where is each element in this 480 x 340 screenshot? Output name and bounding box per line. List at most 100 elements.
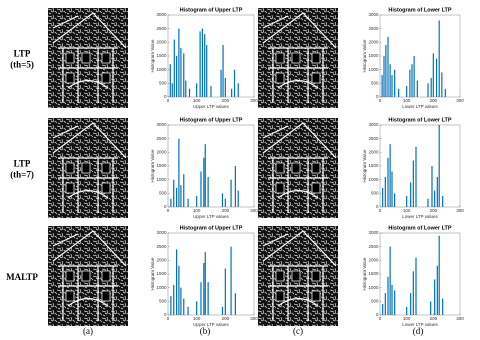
row-label: (th=5)	[10, 60, 34, 70]
histogram-spike	[406, 306, 408, 315]
row-label: (th=7)	[10, 170, 34, 180]
histogram-spike	[188, 88, 191, 97]
x-tick-label: 200	[430, 208, 438, 213]
histogram-spike	[382, 304, 384, 315]
x-tick-label: 100	[193, 98, 201, 103]
histogram-spike	[200, 171, 202, 207]
histogram-spike	[389, 246, 391, 315]
histogram-spike	[234, 166, 236, 207]
x-tick-label: 100	[403, 98, 411, 103]
histogram-spike	[406, 196, 408, 207]
y-tick-label: 1000	[368, 285, 379, 290]
histogram-spike	[176, 249, 178, 315]
plot-area	[379, 124, 461, 208]
histogram-spike	[224, 268, 226, 315]
histogram-spike	[442, 196, 444, 207]
histogram-spike	[183, 174, 185, 207]
y-tick-label: 1000	[156, 285, 167, 290]
y-tick-label: 1000	[156, 177, 167, 182]
y-tick-label: 3000	[156, 230, 167, 235]
y-axis-label: Histogram Value	[150, 39, 155, 72]
histogram-spike	[387, 36, 389, 97]
histogram-spike	[230, 246, 232, 315]
y-axis-label: Histogram Value	[150, 149, 155, 182]
y-tick-label: 500	[371, 191, 379, 196]
histogram-spike	[231, 88, 233, 97]
histogram-spike	[383, 56, 385, 97]
y-tick-label: 0	[164, 94, 167, 99]
histogram-spike	[171, 83, 173, 97]
histogram-spike	[187, 306, 189, 315]
histogram-spike	[201, 28, 203, 98]
x-axis-label: Lower LTP values	[402, 104, 438, 109]
histogram-spike	[381, 75, 383, 97]
histogram-spike	[385, 45, 387, 97]
histogram-spike	[436, 265, 438, 315]
histogram-spike	[237, 83, 239, 97]
histogram-spike	[427, 83, 429, 97]
histogram-spike	[221, 193, 224, 207]
y-axis-label: Histogram Value	[362, 257, 367, 290]
x-tick-label: 100	[403, 316, 411, 321]
y-axis-label: Histogram Value	[362, 39, 367, 72]
histogram-spike	[169, 64, 171, 97]
y-tick-label: 2000	[368, 40, 379, 45]
x-tick-label: 200	[222, 316, 230, 321]
histogram-spike	[234, 293, 236, 315]
histogram-spike	[442, 298, 444, 315]
x-tick-label: 300	[250, 316, 258, 321]
histogram-spike	[170, 198, 172, 207]
x-tick-label: 300	[250, 208, 258, 213]
y-tick-label: 2000	[368, 258, 379, 263]
histogram: 0 500 1000 1500 2000 2500 3000 0 100 200 300 Histog…	[150, 7, 258, 109]
x-tick-label: 0	[379, 208, 382, 213]
y-tick-label: 500	[159, 299, 167, 304]
histogram-spike	[185, 80, 187, 97]
y-tick-label: 2000	[156, 258, 167, 263]
histogram-spike	[233, 69, 236, 97]
histogram-spike	[382, 187, 384, 207]
x-axis-label: Lower LTP values	[402, 322, 438, 327]
y-tick-label: 1500	[368, 271, 379, 276]
histogram: 0 500 1000 1500 2000 2500 3000 0 100 200 300 Histog…	[362, 225, 464, 327]
histogram-spike	[427, 198, 429, 207]
histogram-spike	[384, 176, 386, 207]
x-axis-label: Upper LTP values	[193, 322, 229, 327]
y-tick-label: 2500	[156, 244, 167, 249]
y-tick-label: 1500	[368, 163, 379, 168]
x-tick-label: 0	[167, 98, 170, 103]
histogram-spike	[224, 77, 226, 97]
histogram-spike	[178, 138, 180, 207]
row-label: MALTP	[6, 272, 38, 282]
x-tick-label: 200	[222, 98, 230, 103]
histogram-spike	[207, 282, 209, 315]
histogram-spike	[204, 144, 206, 207]
histogram-spike	[210, 86, 212, 97]
histogram-spike	[196, 83, 198, 97]
histogram-spike	[204, 34, 206, 97]
histogram-spike	[434, 190, 436, 207]
histogram-spike	[180, 287, 182, 315]
x-tick-label: 300	[456, 208, 464, 213]
histogram-spike	[430, 301, 432, 315]
caption: (a)	[83, 326, 93, 336]
histogram-spike	[394, 193, 396, 207]
histogram-spike	[207, 176, 209, 207]
x-tick-label: 100	[193, 208, 201, 213]
caption: (d)	[413, 326, 424, 336]
histogram: 0 500 1000 1500 2000 2500 3000 0 100 200 300 Histog…	[362, 7, 464, 109]
y-tick-label: 2000	[156, 150, 167, 155]
y-tick-label: 500	[371, 299, 379, 304]
histogram-spike	[204, 252, 206, 315]
histogram-spike	[220, 69, 222, 97]
y-tick-label: 3000	[156, 12, 167, 17]
y-tick-label: 2500	[156, 136, 167, 141]
chart-title: Histogram of Lower LTP	[388, 7, 451, 13]
y-tick-label: 0	[376, 204, 379, 209]
chart-title: Histogram of Upper LTP	[180, 117, 243, 123]
histogram-spike	[173, 179, 175, 207]
chart-title: Histogram of Upper LTP	[180, 7, 243, 13]
histogram-spike	[199, 31, 201, 97]
x-axis-label: Lower LTP values	[402, 214, 438, 219]
